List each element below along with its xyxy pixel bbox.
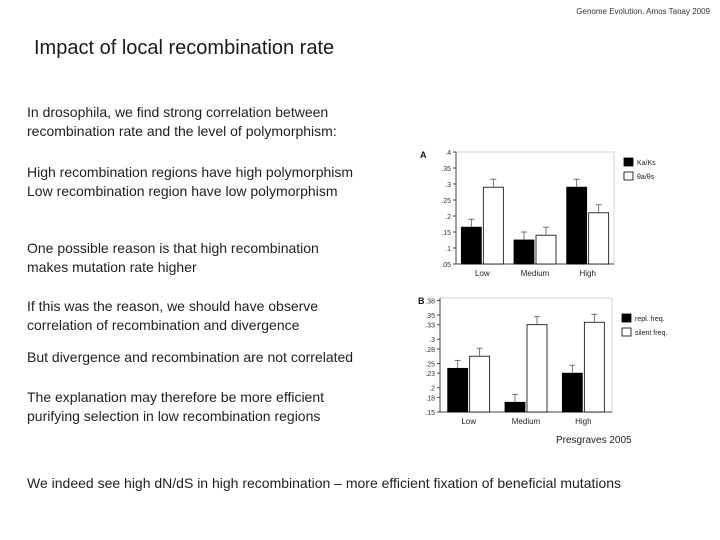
legend-swatch	[623, 157, 634, 167]
paragraph-line: correlation of recombination and diverge…	[27, 317, 300, 333]
slide-title: Impact of local recombination rate	[34, 37, 335, 59]
chart-panel-a: A .05 .1 .15 .2 .25 .3 .35 .4 Low Medium High Ka/Ks θ…	[420, 150, 656, 278]
paragraph-line: recombination rate and the level of poly…	[27, 123, 337, 139]
bar-dark	[566, 186, 588, 265]
paragraph-line: High recombination regions have high pol…	[27, 164, 354, 180]
paragraph-line: purifying selection in low recombination…	[27, 408, 321, 424]
legend-label: θa/θs	[637, 174, 655, 181]
y-tick-label: .35	[425, 313, 435, 320]
bar-dark	[513, 239, 535, 265]
x-tick-label: Low	[461, 417, 476, 426]
bar-dark	[447, 367, 469, 413]
bar-light	[482, 186, 504, 265]
bar-light	[469, 355, 491, 413]
x-tick-label: Medium	[521, 269, 550, 278]
y-tick-label: .4	[445, 150, 451, 157]
y-tick-label: .15	[441, 230, 451, 237]
y-tick-label: .18	[425, 395, 435, 402]
legend-swatch	[621, 327, 632, 337]
x-tick-label: High	[575, 417, 591, 426]
y-tick-label: .1	[445, 246, 451, 253]
paragraph-not-correlated: But divergence and recombination are not…	[27, 348, 427, 367]
bar-light	[526, 324, 548, 413]
paragraph-reason: One possible reason is that high recombi…	[27, 239, 427, 277]
slide-header: Genome Evolution. Amos Tanay 2009	[576, 7, 710, 16]
paragraph-line: If this was the reason, we should have o…	[27, 298, 319, 314]
y-tick-label: .3	[429, 337, 435, 344]
chart-panel-b: B .15 .18 .2 .23 .25 .28 .3 .33 .35 .38 Low Medium Hi…	[418, 296, 667, 426]
y-tick-label: .2	[429, 386, 435, 393]
bar-light	[535, 234, 557, 265]
paragraph-correlation: In drosophila, we find strong correlatio…	[27, 103, 427, 141]
y-tick-label: .05	[441, 262, 451, 269]
legend-label: Ka/Ks	[637, 160, 656, 167]
paragraph-line: Low recombination region have low polymo…	[27, 183, 338, 199]
bar-dark	[504, 401, 526, 413]
y-tick-label: .3	[445, 182, 451, 189]
panel-label: A	[420, 150, 427, 160]
y-tick-label: .23	[425, 371, 435, 378]
y-tick-label: .25	[441, 198, 451, 205]
panel-label: B	[418, 296, 425, 306]
legend-swatch	[621, 313, 632, 323]
paragraph-line: In drosophila, we find strong correlatio…	[27, 104, 329, 120]
legend-swatch	[623, 171, 634, 181]
y-tick-label: .28	[425, 347, 435, 354]
y-tick-label: .25	[425, 361, 435, 368]
legend-label: repl. freq.	[635, 316, 665, 323]
paragraph-line: makes mutation rate higher	[27, 259, 197, 275]
y-tick-label: .35	[441, 166, 451, 173]
paragraph-line: But divergence and recombination are not…	[27, 349, 354, 365]
bar-light	[583, 321, 605, 413]
paragraph-polymorphism: High recombination regions have high pol…	[27, 163, 427, 201]
y-tick-label: .15	[425, 410, 435, 417]
y-tick-label: .33	[425, 323, 435, 330]
x-tick-label: Low	[475, 269, 490, 278]
paragraph-line: One possible reason is that high recombi…	[27, 240, 319, 256]
bar-dark	[460, 226, 482, 265]
paragraph-explanation: The explanation may therefore be more ef…	[27, 388, 427, 426]
footer-conclusion: We indeed see high dN/dS in high recombi…	[27, 475, 622, 491]
y-tick-label: .38	[425, 298, 435, 305]
x-tick-label: High	[579, 269, 595, 278]
paragraph-divergence: If this was the reason, we should have o…	[27, 297, 427, 335]
figure-credit: Presgraves 2005	[556, 435, 632, 446]
x-tick-label: Medium	[512, 417, 541, 426]
legend-label: silent freq.	[635, 330, 667, 337]
paragraph-line: The explanation may therefore be more ef…	[27, 389, 325, 405]
y-tick-label: .2	[445, 214, 451, 221]
bar-dark	[561, 372, 583, 413]
bar-light	[588, 212, 610, 265]
